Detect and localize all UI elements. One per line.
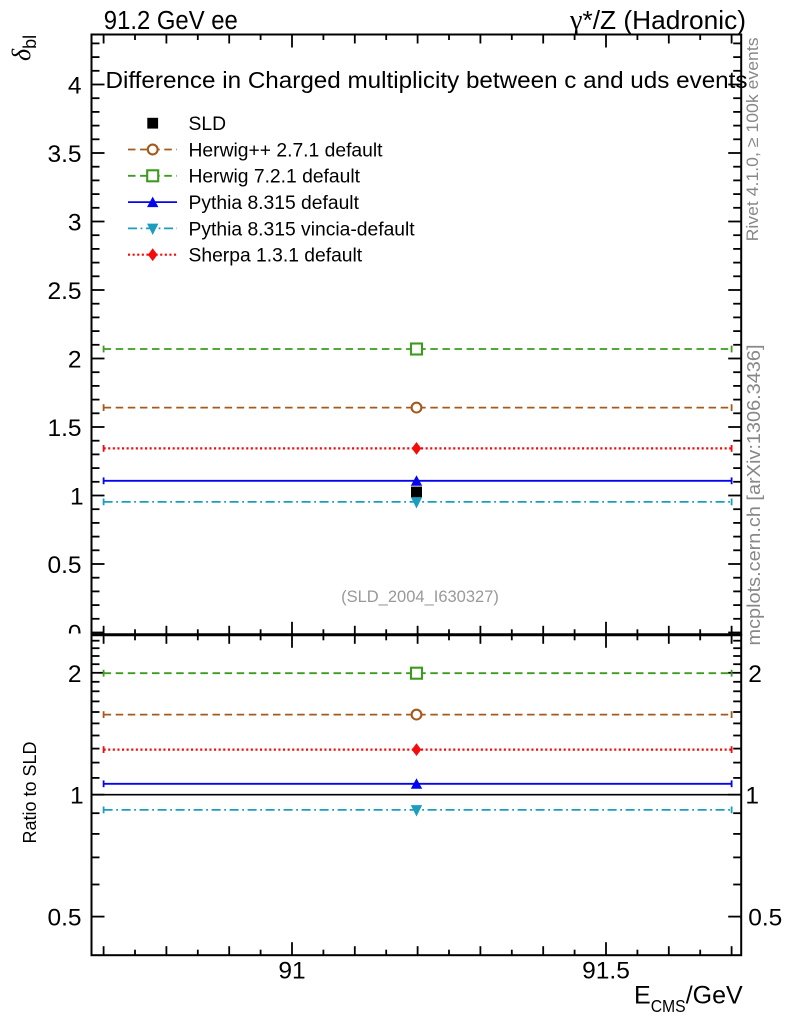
svg-text:(SLD_2004_I630327): (SLD_2004_I630327) [341, 588, 499, 606]
svg-text:0.5: 0.5 [47, 905, 81, 932]
svg-text:SLD: SLD [189, 114, 227, 135]
svg-text:91: 91 [278, 958, 305, 985]
svg-text:Herwig++ 2.7.1 default: Herwig++ 2.7.1 default [189, 140, 384, 161]
svg-text:3.5: 3.5 [47, 141, 81, 168]
svg-text:2: 2 [748, 661, 762, 688]
svg-text:γ*/Z (Hadronic): γ*/Z (Hadronic) [569, 5, 746, 36]
svg-text:Sherpa 1.3.1 default: Sherpa 1.3.1 default [189, 246, 363, 267]
svg-text:mcplots.cern.ch [arXiv:1306.34: mcplots.cern.ch [arXiv:1306.3436] [743, 345, 764, 646]
svg-text:4: 4 [68, 73, 82, 100]
svg-text:Rivet 4.1.0, ≥ 100k events: Rivet 4.1.0, ≥ 100k events [743, 37, 762, 241]
svg-text:2: 2 [68, 661, 82, 688]
svg-text:Herwig 7.2.1 default: Herwig 7.2.1 default [189, 167, 361, 188]
svg-text:Pythia 8.315 default: Pythia 8.315 default [189, 193, 360, 214]
svg-text:1: 1 [70, 484, 84, 511]
svg-text:0.5: 0.5 [748, 905, 782, 932]
svg-text:1: 1 [70, 783, 84, 810]
svg-text:2.5: 2.5 [47, 278, 81, 305]
svg-text:1: 1 [745, 783, 759, 810]
svg-text:3: 3 [68, 210, 82, 237]
svg-text:0.5: 0.5 [47, 552, 81, 579]
svg-text:Difference in Charged multipli: Difference in Charged multiplicity betwe… [106, 67, 748, 93]
svg-text:1.5: 1.5 [47, 415, 81, 442]
svg-text:2: 2 [68, 347, 82, 374]
svg-text:91.2 GeV ee: 91.2 GeV ee [104, 7, 238, 35]
svg-text:Ratio to SLD: Ratio to SLD [20, 741, 40, 843]
svg-text:0: 0 [68, 621, 82, 648]
svg-text:Pythia 8.315 vincia-default: Pythia 8.315 vincia-default [189, 219, 416, 240]
svg-text:91.5: 91.5 [582, 958, 630, 985]
